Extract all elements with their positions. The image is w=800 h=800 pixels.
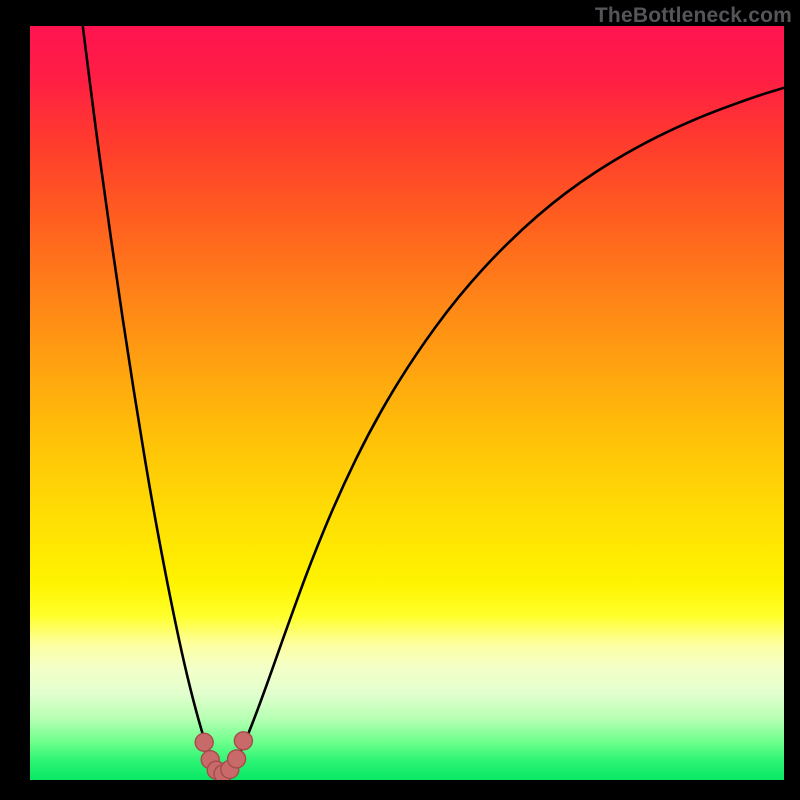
watermark-text: TheBottleneck.com (595, 4, 792, 28)
gradient-background (30, 26, 784, 780)
trough-marker (228, 750, 246, 768)
chart-svg (30, 26, 784, 780)
plot-area (30, 26, 784, 780)
chart-frame: TheBottleneck.com (0, 0, 800, 800)
trough-marker (234, 732, 252, 750)
trough-marker (195, 733, 213, 751)
